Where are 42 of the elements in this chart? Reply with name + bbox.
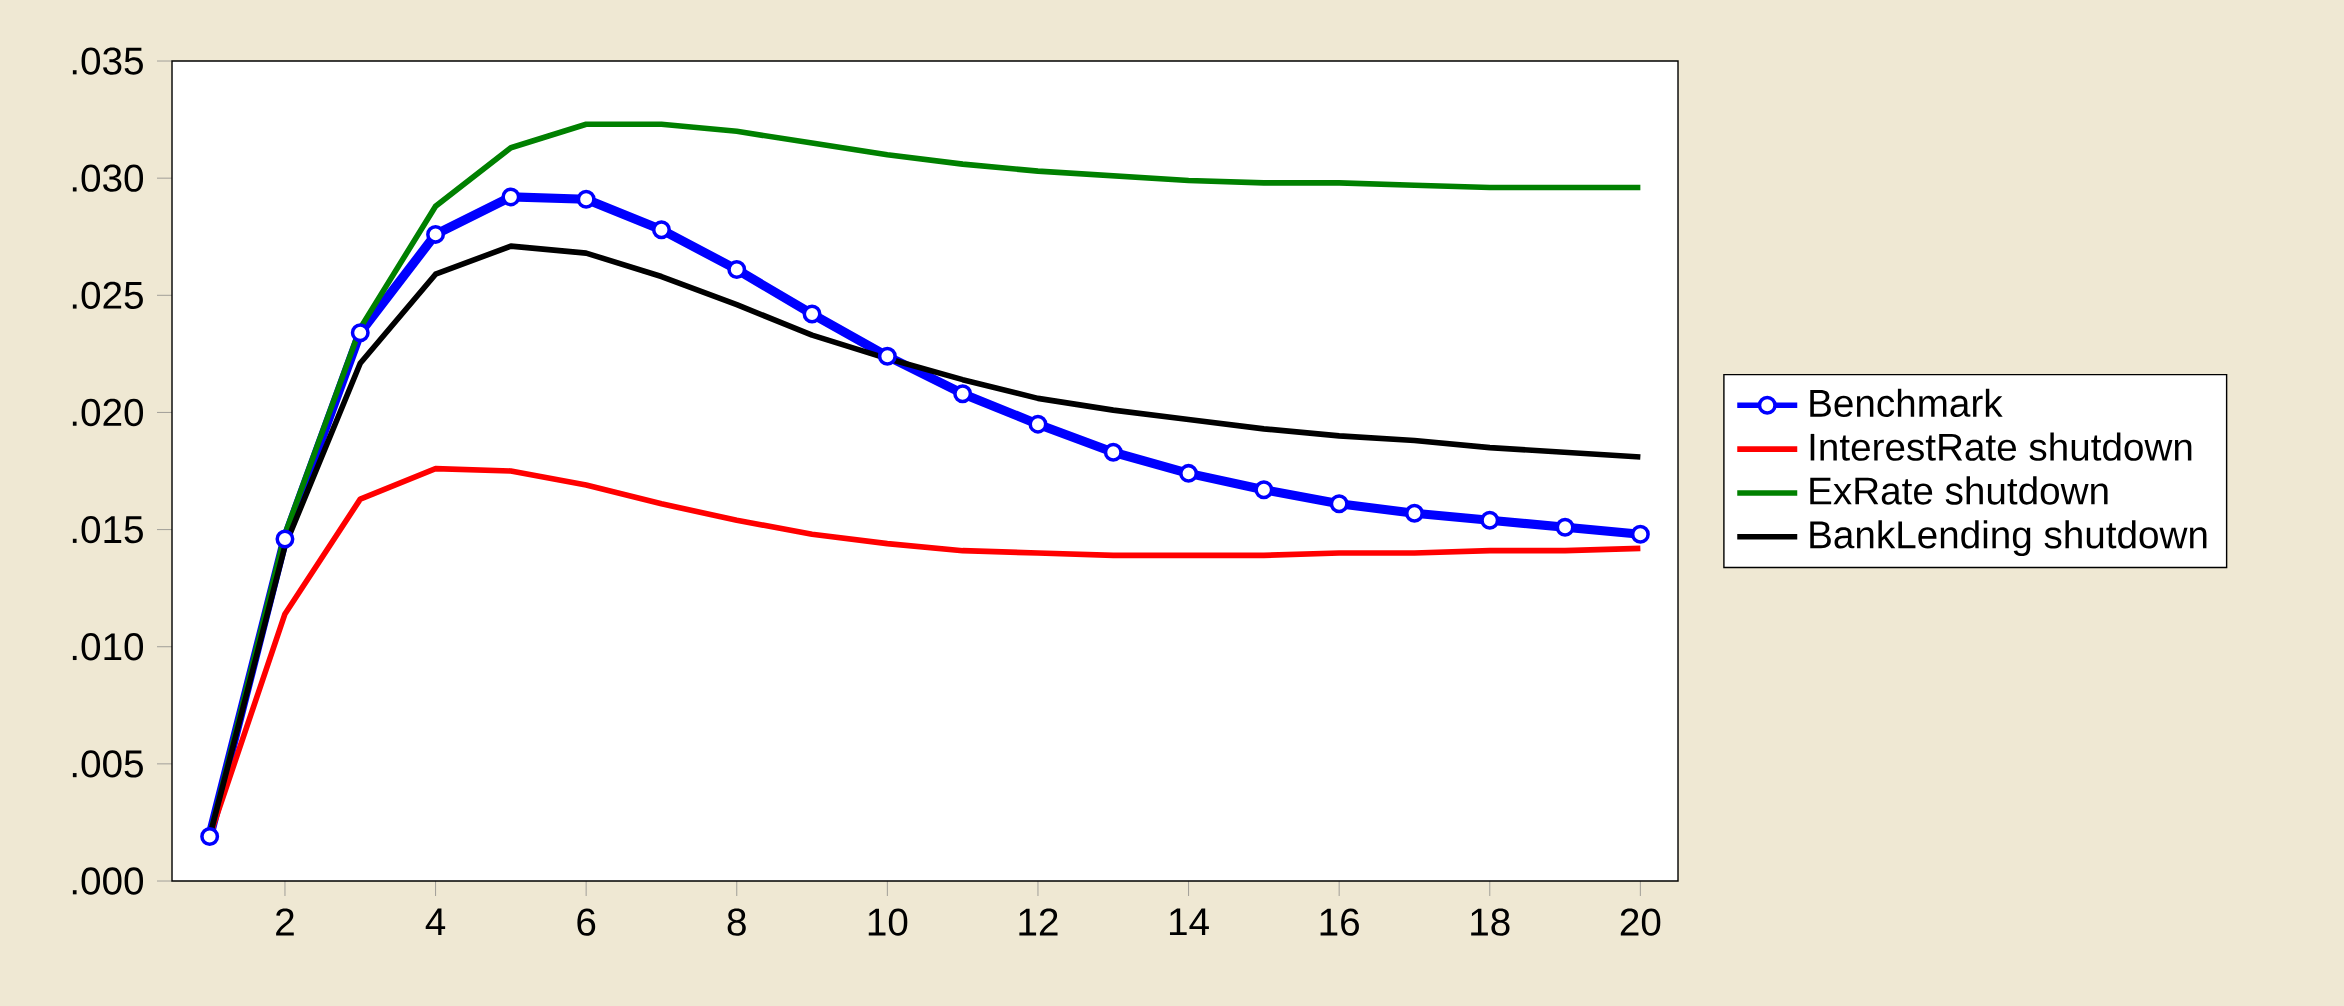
legend-label: InterestRate shutdown xyxy=(1810,432,2192,461)
x-tick-label: 4 xyxy=(425,908,446,936)
point xyxy=(426,224,446,244)
y-tick-label: .000 xyxy=(72,867,144,895)
point xyxy=(200,827,220,846)
y-tick-label: .005 xyxy=(72,750,143,778)
legend-label: ExRate shutdown xyxy=(1810,476,2108,505)
y-tick-label: .035 xyxy=(72,47,143,75)
x-tick-label: 6 xyxy=(577,908,596,936)
point xyxy=(1480,510,1500,530)
point xyxy=(1179,463,1199,483)
x-tick-label: 16 xyxy=(1320,908,1359,936)
point xyxy=(1103,442,1123,462)
point xyxy=(802,304,822,324)
point xyxy=(1404,503,1424,523)
point xyxy=(275,529,295,549)
point xyxy=(953,384,973,404)
x-tick-label: 14 xyxy=(1169,908,1209,936)
point xyxy=(1329,494,1349,514)
point xyxy=(1028,414,1048,434)
legend-label: Benchmark xyxy=(1810,388,2003,418)
x-tick-label: 12 xyxy=(1019,908,1058,936)
point xyxy=(651,220,671,240)
legend-label: BankLending shutdown xyxy=(1810,520,2207,557)
y-tick-label: .025 xyxy=(72,281,143,309)
point xyxy=(877,346,897,366)
y-tick-label: .015 xyxy=(72,515,143,544)
point xyxy=(727,260,747,280)
y-tick-label: .020 xyxy=(72,398,144,427)
y-tick-label: .030 xyxy=(72,164,144,192)
point xyxy=(350,323,370,343)
point xyxy=(501,187,521,207)
x-tick-label: 20 xyxy=(1620,908,1661,936)
point xyxy=(1630,524,1650,544)
point xyxy=(576,189,596,209)
point xyxy=(1254,480,1274,500)
y-tick-label: .010 xyxy=(72,633,144,661)
x-tick-label: 8 xyxy=(727,908,746,936)
x-tick-label: 10 xyxy=(868,908,908,936)
x-tick-label: 18 xyxy=(1471,908,1510,936)
x-tick-label: 2 xyxy=(276,908,294,936)
point xyxy=(1555,517,1575,537)
